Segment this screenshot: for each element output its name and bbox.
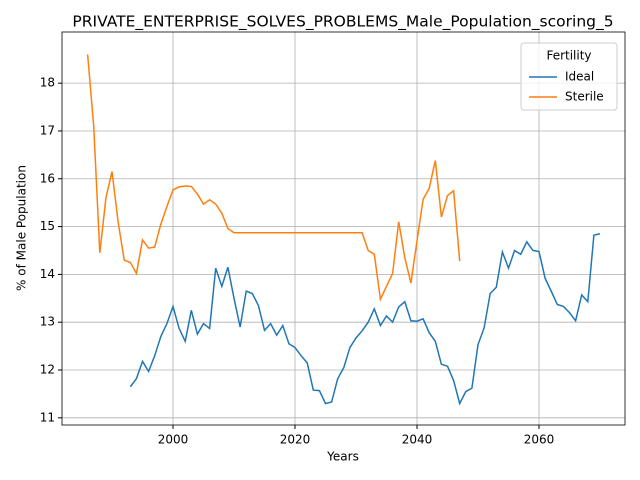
y-tick-label: 17 xyxy=(40,123,55,137)
y-axis-label: % of Male Population xyxy=(15,165,29,291)
y-tick-label: 18 xyxy=(40,76,55,90)
y-tick-label: 14 xyxy=(40,267,55,281)
x-tick-label: 2040 xyxy=(402,433,433,447)
chart-title: PRIVATE_ENTERPRISE_SOLVES_PROBLEMS_Male_… xyxy=(72,13,613,32)
legend-box xyxy=(520,42,618,111)
line xyxy=(129,233,601,406)
legend-label: Sterile xyxy=(565,90,604,104)
line xyxy=(86,54,461,302)
x-tick-label: 2020 xyxy=(280,433,311,447)
y-tick-label: 11 xyxy=(40,410,55,424)
x-tick-label: 2000 xyxy=(158,433,189,447)
y-tick-label: 13 xyxy=(40,315,55,329)
y-tick-label: 16 xyxy=(40,171,55,185)
plot-frame xyxy=(61,31,626,426)
y-tick-label: 15 xyxy=(40,219,55,233)
legend-title: Fertility xyxy=(546,49,591,63)
y-tick-label: 12 xyxy=(40,363,55,377)
x-tick-label: 2060 xyxy=(524,433,555,447)
legend-label: Ideal xyxy=(565,70,594,84)
x-axis-label: Years xyxy=(326,450,359,464)
